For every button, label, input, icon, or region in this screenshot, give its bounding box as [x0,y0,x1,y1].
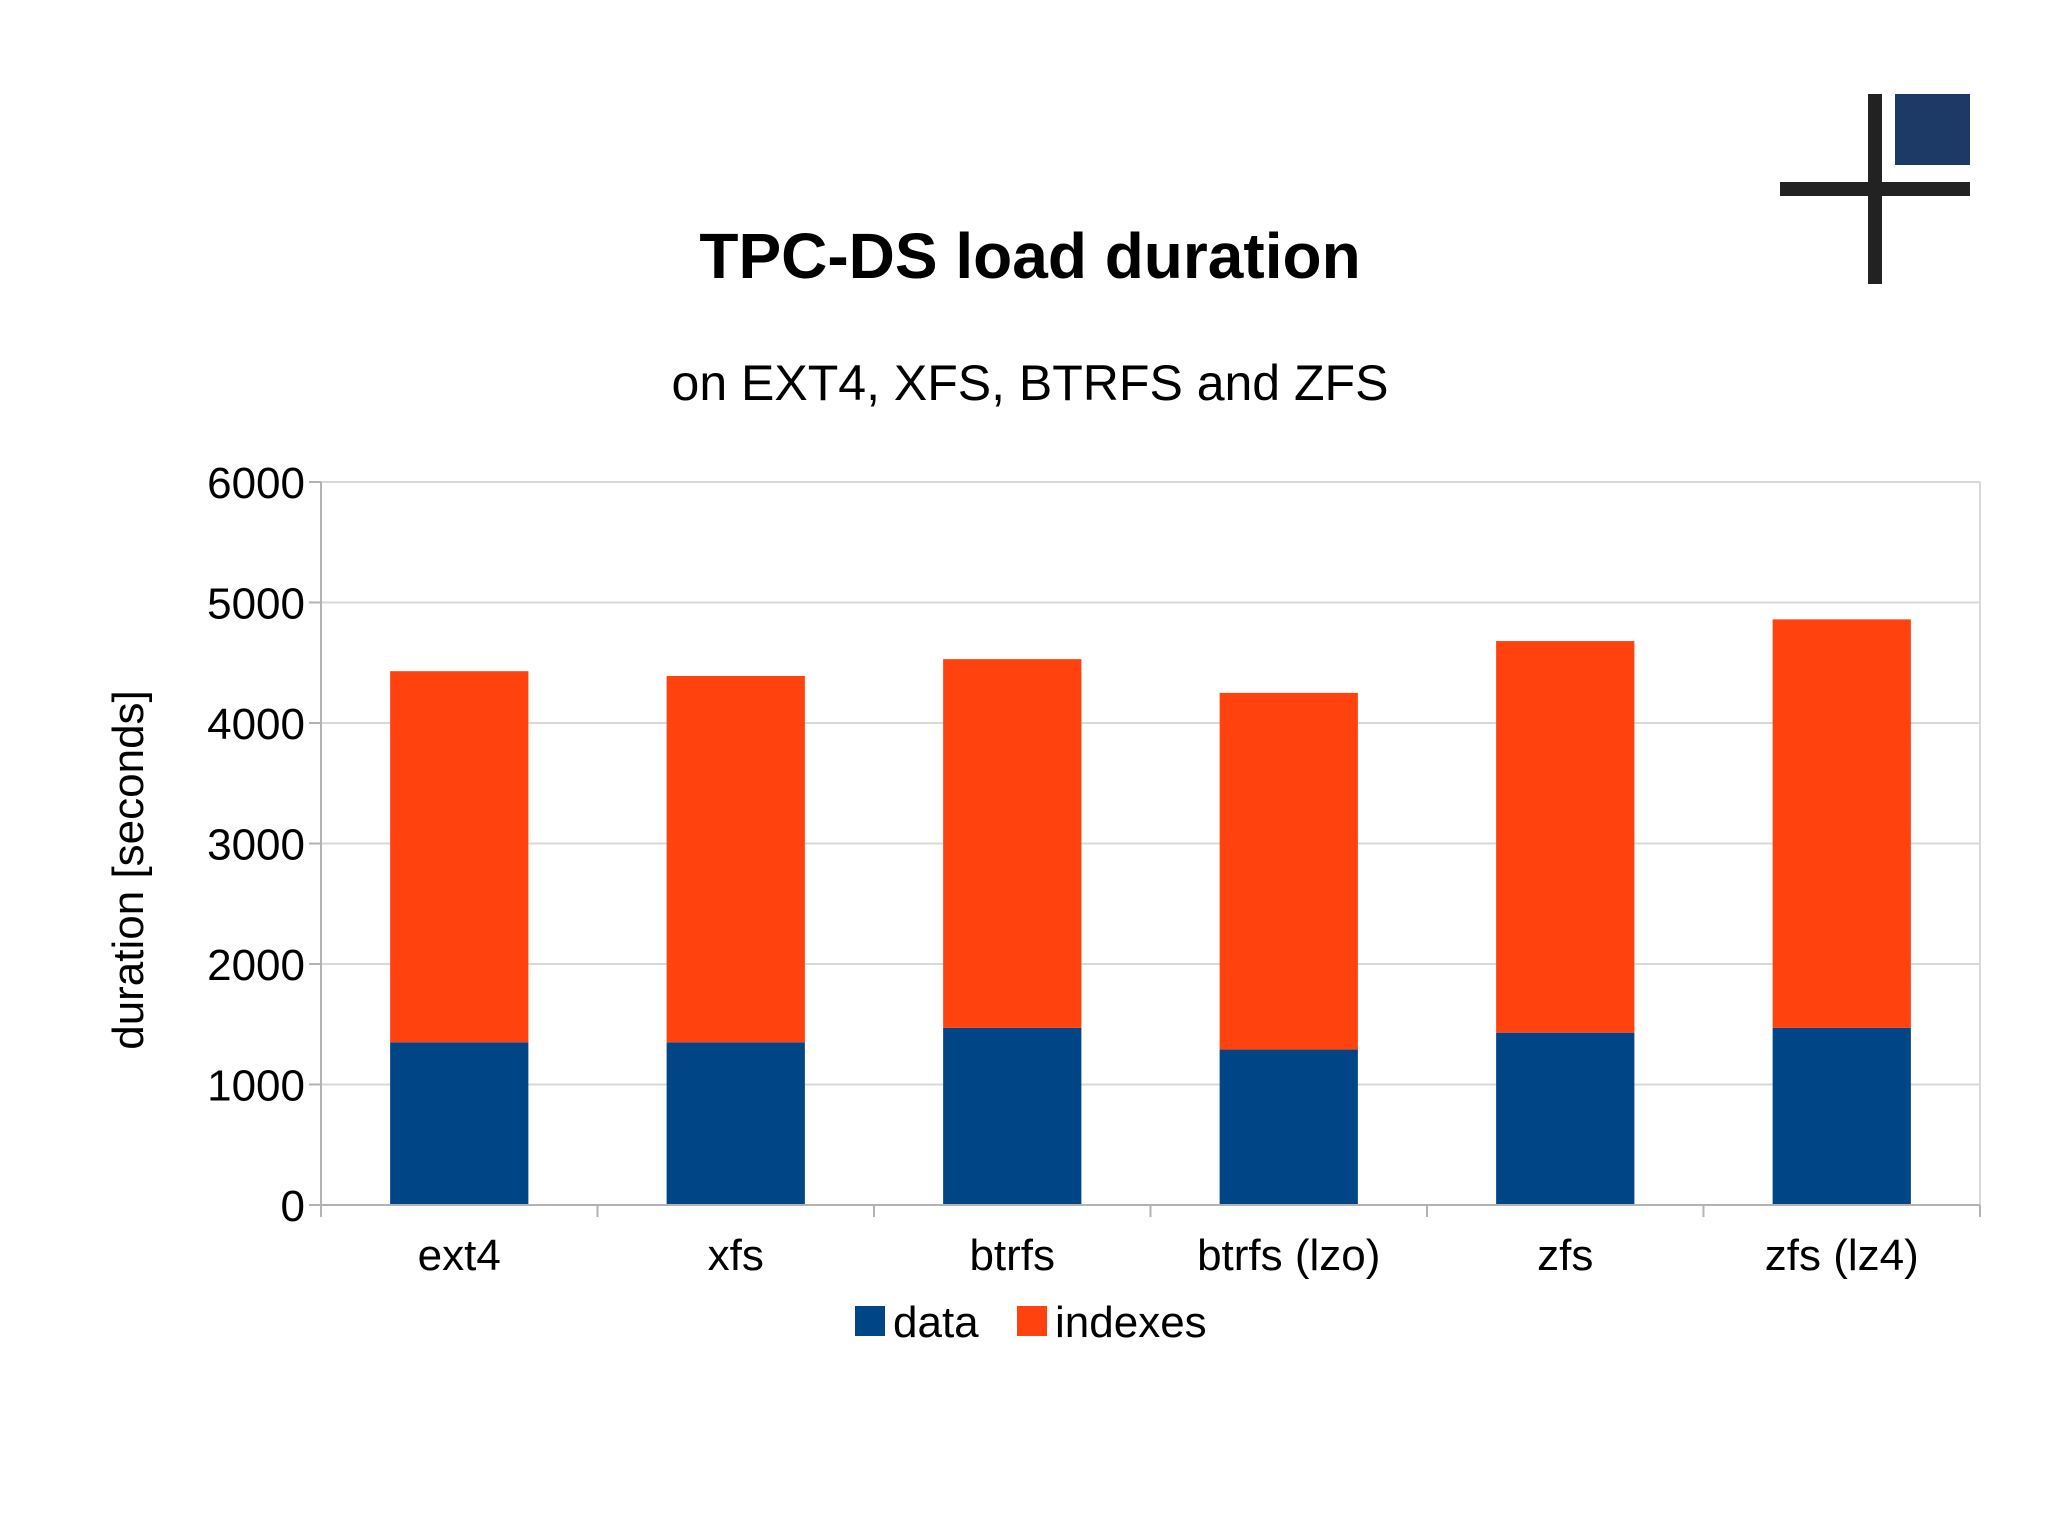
x-tick-label: btrfs [969,1231,1055,1280]
bar-indexes [1496,641,1635,1033]
legend-swatch-indexes [1017,1306,1047,1336]
legend-label-indexes: indexes [1055,1298,1207,1347]
bar-data [666,1042,805,1205]
logo-horizontal-bar [1780,182,1970,196]
x-tick-label: btrfs (lzo) [1197,1231,1380,1280]
axes [309,481,1981,1217]
y-tick-label: 5000 [207,580,305,629]
gridlines [321,481,1981,1205]
bar-indexes [1772,619,1911,1028]
bar-indexes [666,676,805,1043]
y-tick-label: 2000 [207,941,305,990]
x-tick-label: zfs (lz4) [1765,1231,1919,1280]
chart-title: TPC-DS load duration [699,220,1360,292]
bar-indexes [1219,692,1358,1050]
y-tick-label: 6000 [207,459,305,508]
company-logo-icon [1780,94,1970,284]
y-tick-label: 3000 [207,821,305,870]
y-tick-label: 4000 [207,700,305,749]
bar-data [943,1027,1082,1205]
legend-label-data: data [893,1298,979,1347]
x-tick-label: zfs [1537,1231,1593,1280]
x-tick-label: ext4 [418,1231,501,1280]
bar-data [1219,1049,1358,1205]
chart-subtitle: on EXT4, XFS, BTRFS and ZFS [672,355,1389,411]
y-tick-label: 0 [281,1182,305,1231]
bar-indexes [390,671,529,1043]
legend-swatch-data [855,1306,885,1336]
x-tick-label: xfs [708,1231,764,1280]
y-tick-labels: 0 1000 2000 3000 4000 5000 6000 [207,459,305,1231]
x-tick-labels: ext4 xfs btrfs btrfs (lzo) zfs zfs (lz4) [418,1231,1919,1280]
y-tick-label: 1000 [207,1062,305,1111]
bars [390,619,1911,1205]
bar-data [1772,1027,1911,1205]
logo-square [1895,94,1970,165]
bar-data [1496,1032,1635,1205]
y-axis-label: duration [seconds] [104,690,153,1050]
bar-indexes [943,659,1082,1028]
legend: data indexes [855,1298,1207,1347]
bar-data [390,1042,529,1205]
